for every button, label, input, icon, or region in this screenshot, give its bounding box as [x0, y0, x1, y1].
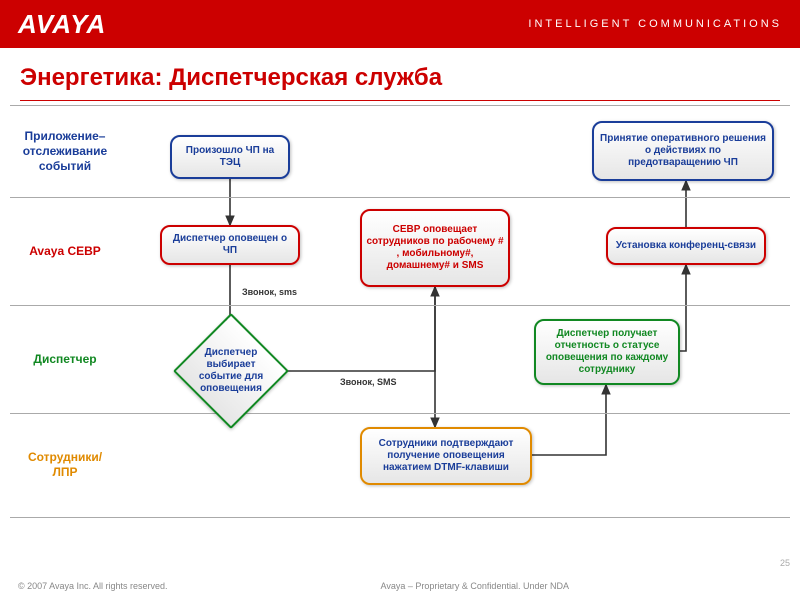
page-title: Энергетика: Диспетчерская служба	[0, 48, 800, 100]
lane-divider	[10, 413, 790, 414]
flow-node: Установка конференц-связи	[606, 227, 766, 265]
flow-node: CEBP оповещает сотрудников по рабочему #…	[360, 209, 510, 287]
flow-node: Произошло ЧП на ТЭЦ	[170, 135, 290, 179]
flow-arrow	[532, 385, 606, 455]
flow-node: Принятие оперативного решения о действия…	[592, 121, 774, 181]
flow-node: Диспетчер оповещен о ЧП	[160, 225, 300, 265]
header-tagline: INTELLIGENT COMMUNICATIONS	[528, 18, 782, 30]
header-bar: AVAYA INTELLIGENT COMMUNICATIONS	[0, 0, 800, 48]
footer: © 2007 Avaya Inc. All rights reserved. A…	[0, 572, 800, 600]
lane-divider	[10, 305, 790, 306]
swimlane-label: Avaya CEBP	[10, 197, 120, 305]
title-underline	[20, 100, 780, 101]
lane-divider	[10, 105, 790, 106]
edge-label: Звонок, SMS	[340, 377, 397, 387]
brand-logo: AVAYA	[18, 9, 106, 40]
footer-left: © 2007 Avaya Inc. All rights reserved.	[18, 581, 168, 591]
flow-node: Диспетчер выбирает событие для оповещени…	[173, 313, 289, 429]
flow-arrow	[272, 287, 435, 371]
footer-center: Avaya – Proprietary & Confidential. Unde…	[381, 581, 569, 591]
flow-node: Диспетчер получает отчетность о статусе …	[534, 319, 680, 385]
swimlane-label: Приложение– отслеживание событий	[10, 105, 120, 197]
flow-node-label: Диспетчер выбирает событие для оповещени…	[196, 347, 266, 395]
swimlane-label: Диспетчер	[10, 305, 120, 413]
swimlane-label: Сотрудники/ ЛПР	[10, 413, 120, 517]
lane-divider	[10, 517, 790, 518]
page-number: 25	[780, 558, 790, 568]
lane-divider	[10, 197, 790, 198]
flowchart-canvas: Приложение– отслеживание событийAvaya CE…	[10, 105, 790, 545]
edge-label: Звонок, sms	[242, 287, 297, 297]
flow-node: Сотрудники подтверждают получение оповещ…	[360, 427, 532, 485]
flow-arrow	[680, 265, 686, 351]
